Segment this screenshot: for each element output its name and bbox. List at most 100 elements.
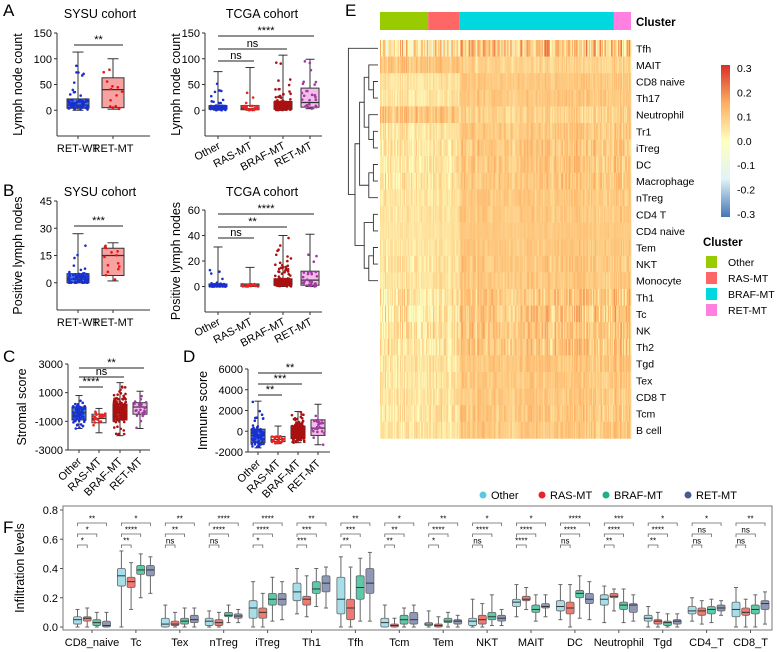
data-point <box>253 283 256 287</box>
heatmap-cell <box>598 89 601 107</box>
heatmap-cell <box>484 56 486 74</box>
heatmap-cell <box>495 139 497 157</box>
heatmap-cell <box>491 106 493 124</box>
heatmap-cell <box>610 206 613 223</box>
heatmap-cell <box>436 189 438 207</box>
data-point <box>208 268 212 272</box>
heatmap-cell <box>609 89 612 107</box>
heatmap-cell <box>555 56 557 74</box>
heatmap-cell <box>384 89 386 107</box>
heatmap-cell <box>406 189 408 207</box>
data-point <box>85 272 88 276</box>
heatmap-cell <box>506 156 508 174</box>
heatmap-cell <box>439 56 441 74</box>
heatmap-cell <box>477 73 479 91</box>
heatmap-cell <box>408 222 410 240</box>
heatmap-cell <box>600 56 603 74</box>
heatmap-cell <box>448 156 450 174</box>
data-point <box>215 107 219 111</box>
heatmap-cell <box>545 73 547 91</box>
heatmap-cell <box>505 206 507 223</box>
heatmap-cell <box>626 56 629 74</box>
data-point <box>115 253 118 257</box>
data-point <box>92 423 95 427</box>
heatmap-cell <box>411 172 413 190</box>
heatmap-cell <box>608 89 611 107</box>
data-point <box>116 250 119 253</box>
heatmap-cell <box>520 73 522 91</box>
heatmap-cell <box>428 206 430 223</box>
heatmap-cell <box>610 189 613 207</box>
heatmap-cell <box>618 172 621 190</box>
data-point <box>281 108 285 112</box>
heatmap-cell <box>569 156 572 174</box>
heatmap-cell <box>618 73 621 91</box>
heatmap-cell <box>596 222 599 240</box>
heatmap-cell <box>616 89 619 107</box>
heatmap-cell <box>568 73 571 91</box>
heatmap-cell <box>616 222 619 240</box>
heatmap-cell <box>383 206 385 223</box>
heatmap-cell <box>542 156 544 174</box>
heatmap-cell <box>411 156 413 174</box>
heatmap-cell <box>543 123 545 140</box>
heatmap-cell <box>562 123 565 140</box>
heatmap-cell <box>590 89 593 107</box>
heatmap-cell <box>442 123 444 140</box>
y-axis-label: Positive lymph nodes <box>169 202 183 320</box>
data-point <box>119 427 123 431</box>
heatmap-cell <box>395 106 397 124</box>
heatmap-cell <box>595 222 598 240</box>
data-point <box>322 431 326 435</box>
heatmap-cell <box>481 139 483 157</box>
heatmap-cell <box>624 106 627 124</box>
heatmap-cell <box>621 206 624 223</box>
data-point <box>294 424 298 427</box>
heatmap-cell <box>430 40 432 57</box>
heatmap-cell <box>481 189 483 207</box>
heatmap-cell <box>397 222 399 240</box>
heatmap-cell <box>546 73 548 91</box>
heatmap-cell <box>570 56 573 74</box>
heatmap-cell <box>415 106 417 124</box>
heatmap-cell <box>491 156 493 174</box>
heatmap-cell <box>614 40 617 57</box>
heatmap-cell <box>580 56 583 74</box>
heatmap-cell <box>388 156 390 174</box>
heatmap-cell <box>452 56 454 74</box>
heatmap-cell <box>414 156 416 174</box>
heatmap-cell <box>548 139 550 157</box>
heatmap-cell <box>542 139 544 157</box>
heatmap-cell <box>590 106 593 124</box>
heatmap-cell <box>385 56 387 74</box>
heatmap-cell <box>502 123 504 140</box>
data-point <box>120 386 124 389</box>
heatmap-cell <box>541 56 543 74</box>
heatmap-cell <box>535 73 537 91</box>
heatmap-cell <box>485 189 487 207</box>
heatmap-cell <box>526 56 528 74</box>
heatmap-cell <box>624 222 627 240</box>
heatmap-cell <box>426 206 428 223</box>
heatmap-cell <box>389 89 391 107</box>
heatmap-cell <box>382 73 384 91</box>
heatmap-cell <box>578 156 581 174</box>
heatmap-cell <box>452 172 454 190</box>
heatmap-cell <box>459 139 461 157</box>
heatmap-cell <box>472 106 474 124</box>
heatmap-cell <box>534 206 536 223</box>
heatmap-cell <box>559 206 562 223</box>
data-point <box>276 279 279 282</box>
heatmap-cell <box>509 222 511 240</box>
heatmap-cell <box>462 206 464 223</box>
heatmap-cell <box>547 222 549 240</box>
heatmap-cell <box>390 222 392 240</box>
heatmap-cell <box>474 206 476 223</box>
heatmap-cell <box>426 189 428 207</box>
heatmap-cell <box>551 222 553 240</box>
heatmap-cell <box>596 139 599 157</box>
heatmap-cell <box>620 123 623 140</box>
heatmap-cell <box>571 172 574 190</box>
heatmap-cell <box>402 73 404 91</box>
heatmap-cell <box>532 56 534 74</box>
